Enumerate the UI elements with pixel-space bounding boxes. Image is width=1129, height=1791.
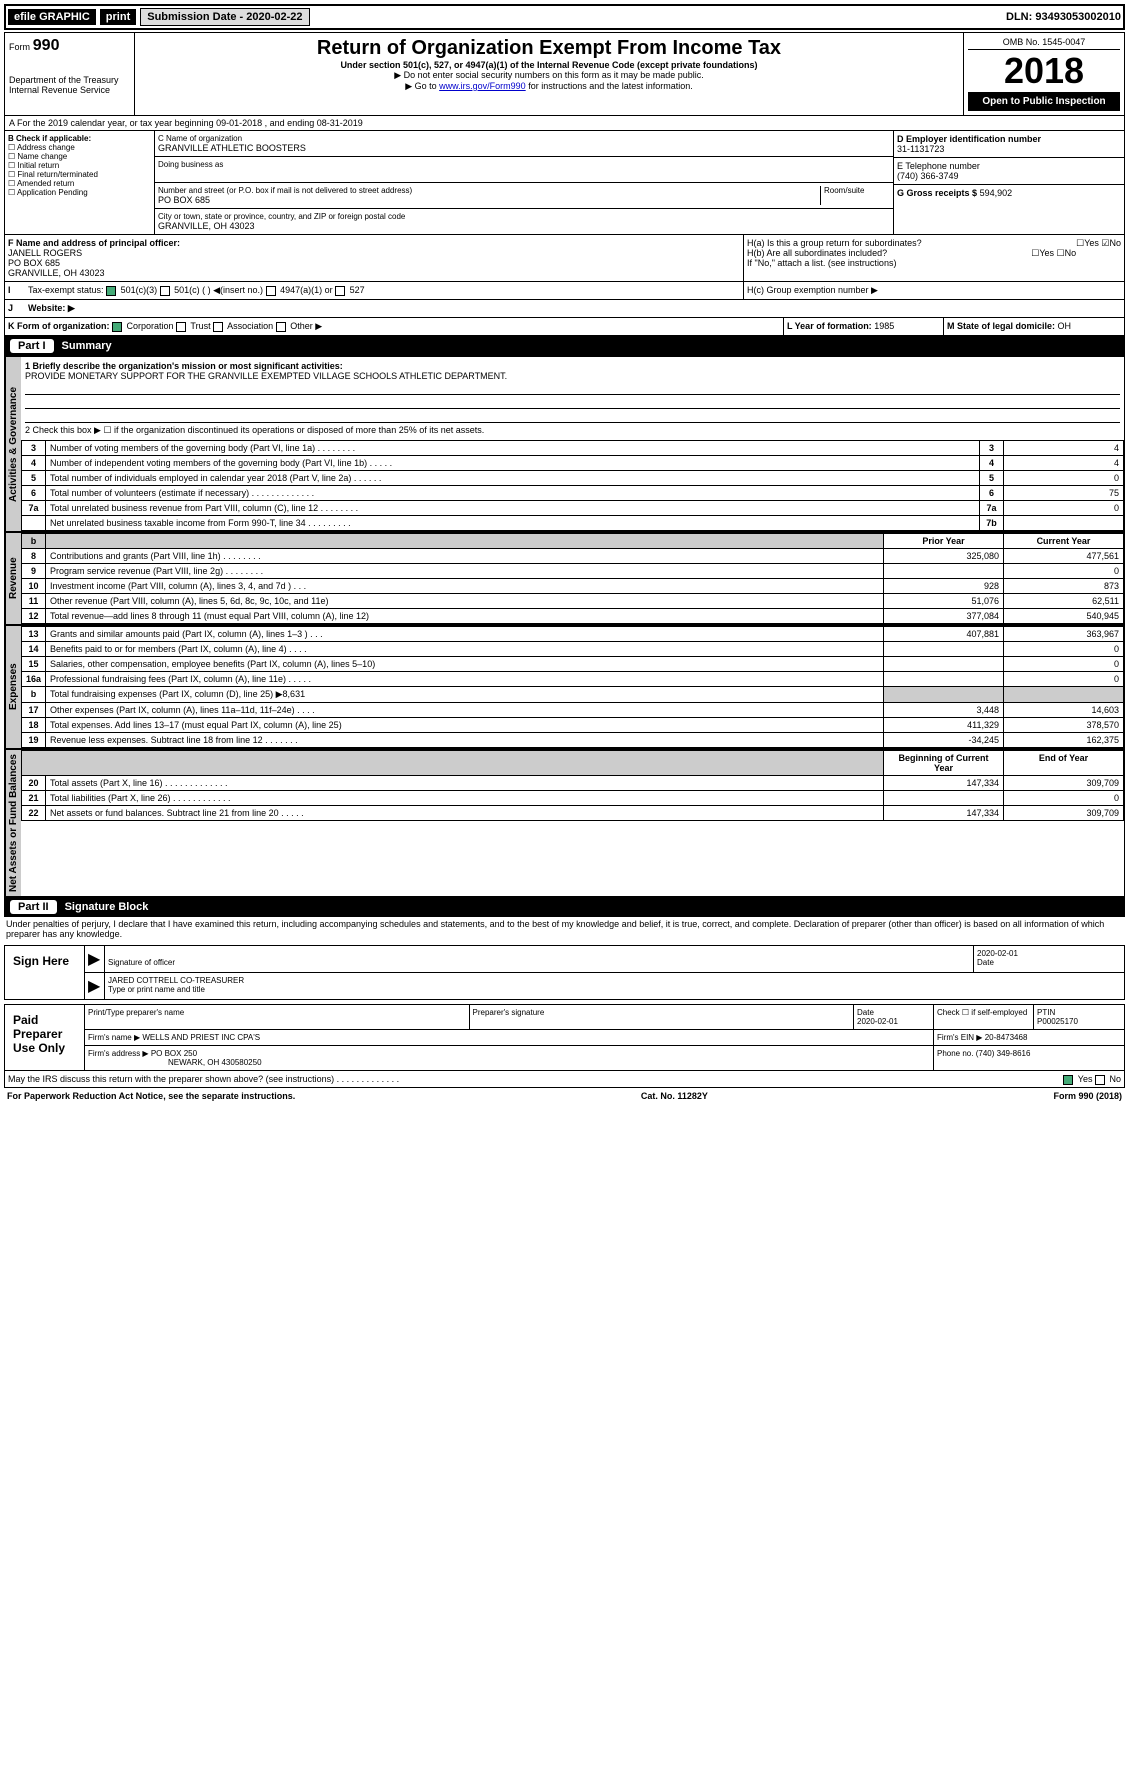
table-row: 7aTotal unrelated business revenue from … <box>22 501 1124 516</box>
table-row: 8Contributions and grants (Part VIII, li… <box>22 549 1124 564</box>
omb-label: OMB No. 1545-0047 <box>968 37 1120 50</box>
submission-date: Submission Date - 2020-02-22 <box>140 8 309 26</box>
note-ssn: ▶ Do not enter social security numbers o… <box>139 70 959 81</box>
note-link: ▶ Go to www.irs.gov/Form990 for instruct… <box>139 81 959 92</box>
declaration: Under penalties of perjury, I declare th… <box>4 917 1125 941</box>
efile-badge: efile GRAPHIC <box>8 9 96 25</box>
ein-value: 31-1131723 <box>897 144 1121 154</box>
discuss-row: May the IRS discuss this return with the… <box>4 1071 1125 1088</box>
check-icon <box>106 286 116 296</box>
table-row: 12Total revenue—add lines 8 through 11 (… <box>22 609 1124 624</box>
box-right: D Employer identification number 31-1131… <box>894 131 1124 234</box>
row-i: I Tax-exempt status: 501(c)(3) 501(c) ( … <box>4 282 1125 300</box>
vert-activities: Activities & Governance <box>5 357 21 531</box>
check-icon <box>1063 1075 1073 1085</box>
expenses-table: 13Grants and similar amounts paid (Part … <box>21 626 1124 748</box>
form-title: Return of Organization Exempt From Incom… <box>139 37 959 60</box>
part1-body: Activities & Governance 1 Briefly descri… <box>4 356 1125 532</box>
form-subtitle: Under section 501(c), 527, or 4947(a)(1)… <box>139 60 959 70</box>
table-row: 9Program service revenue (Part VIII, lin… <box>22 564 1124 579</box>
header-row: bPrior YearCurrent Year <box>22 534 1124 549</box>
dept-label: Department of the Treasury <box>9 75 130 85</box>
org-address: PO BOX 685 <box>158 195 820 205</box>
box-c: C Name of organization GRANVILLE ATHLETI… <box>155 131 894 234</box>
table-row: 20Total assets (Part X, line 16) . . . .… <box>22 776 1124 791</box>
box-b: B Check if applicable: ☐ Address change … <box>5 131 155 234</box>
arrow-icon: ▶ <box>85 946 105 972</box>
checkbox-row[interactable]: ☐ Application Pending <box>8 188 151 197</box>
table-row: 14Benefits paid to or for members (Part … <box>22 642 1124 657</box>
mission-text: PROVIDE MONETARY SUPPORT FOR THE GRANVIL… <box>25 371 1120 381</box>
irs-link[interactable]: www.irs.gov/Form990 <box>439 81 526 91</box>
vert-netassets: Net Assets or Fund Balances <box>5 750 21 896</box>
table-row: 15Salaries, other compensation, employee… <box>22 657 1124 672</box>
form-number: 990 <box>33 37 60 54</box>
table-row: 4Number of independent voting members of… <box>22 456 1124 471</box>
tax-year: 2018 <box>968 50 1120 92</box>
checkbox-row[interactable]: ☐ Amended return <box>8 179 151 188</box>
row-f-h: F Name and address of principal officer:… <box>4 235 1125 282</box>
checkbox-row[interactable]: ☐ Address change <box>8 143 151 152</box>
form-prefix: Form <box>9 42 30 52</box>
header-row: Beginning of Current YearEnd of Year <box>22 751 1124 776</box>
vert-expenses: Expenses <box>5 626 21 748</box>
checkbox-row[interactable]: ☐ Initial return <box>8 161 151 170</box>
arrow-icon: ▶ <box>85 973 105 999</box>
row-j: J Website: ▶ <box>4 300 1125 318</box>
form-header: Form 990 Department of the Treasury Inte… <box>4 32 1125 116</box>
footer: For Paperwork Reduction Act Notice, see … <box>4 1088 1125 1104</box>
phone-value: (740) 366-3749 <box>897 171 1121 181</box>
table-row: 17Other expenses (Part IX, column (A), l… <box>22 703 1124 718</box>
sign-here-block: Sign Here ▶ Signature of officer 2020-02… <box>4 945 1125 1000</box>
org-name: GRANVILLE ATHLETIC BOOSTERS <box>158 143 890 153</box>
checkbox-row[interactable]: ☐ Final return/terminated <box>8 170 151 179</box>
irs-label: Internal Revenue Service <box>9 85 130 95</box>
row-klm: K Form of organization: Corporation Trus… <box>4 318 1125 336</box>
gross-receipts: 594,902 <box>980 188 1013 198</box>
section-a: A For the 2019 calendar year, or tax yea… <box>4 116 1125 131</box>
table-row: 16aProfessional fundraising fees (Part I… <box>22 672 1124 687</box>
vert-revenue: Revenue <box>5 533 21 624</box>
top-bar: efile GRAPHIC print Submission Date - 20… <box>4 4 1125 30</box>
revenue-table: bPrior YearCurrent Year 8Contributions a… <box>21 533 1124 624</box>
table-row: 18Total expenses. Add lines 13–17 (must … <box>22 718 1124 733</box>
table-row: 10Investment income (Part VIII, column (… <box>22 579 1124 594</box>
net-table: Beginning of Current YearEnd of Year 20T… <box>21 750 1124 821</box>
ag-table: 3Number of voting members of the governi… <box>21 440 1124 531</box>
table-row: Net unrelated business taxable income fr… <box>22 516 1124 531</box>
paid-preparer-block: Paid Preparer Use Only Print/Type prepar… <box>4 1004 1125 1071</box>
table-row: 22Net assets or fund balances. Subtract … <box>22 806 1124 821</box>
org-city: GRANVILLE, OH 43023 <box>158 221 890 231</box>
table-row: 3Number of voting members of the governi… <box>22 441 1124 456</box>
checkbox-row[interactable]: ☐ Name change <box>8 152 151 161</box>
part1-header: Part I Summary <box>4 336 1125 356</box>
officer-name: JANELL ROGERS <box>8 248 740 258</box>
print-button[interactable]: print <box>100 9 136 25</box>
signer-name: JARED COTTRELL CO-TREASURER <box>108 976 1121 985</box>
table-row: 19Revenue less expenses. Subtract line 1… <box>22 733 1124 748</box>
table-row: 11Other revenue (Part VIII, column (A), … <box>22 594 1124 609</box>
dln-label: DLN: 93493053002010 <box>1006 11 1121 23</box>
open-public-badge: Open to Public Inspection <box>968 92 1120 111</box>
info-grid: B Check if applicable: ☐ Address change … <box>4 131 1125 235</box>
table-row: 13Grants and similar amounts paid (Part … <box>22 627 1124 642</box>
table-row: 21Total liabilities (Part X, line 26) . … <box>22 791 1124 806</box>
part2-header: Part II Signature Block <box>4 897 1125 917</box>
table-row: bTotal fundraising expenses (Part IX, co… <box>22 687 1124 703</box>
table-row: 6Total number of volunteers (estimate if… <box>22 486 1124 501</box>
check-icon <box>112 322 122 332</box>
table-row: 5Total number of individuals employed in… <box>22 471 1124 486</box>
